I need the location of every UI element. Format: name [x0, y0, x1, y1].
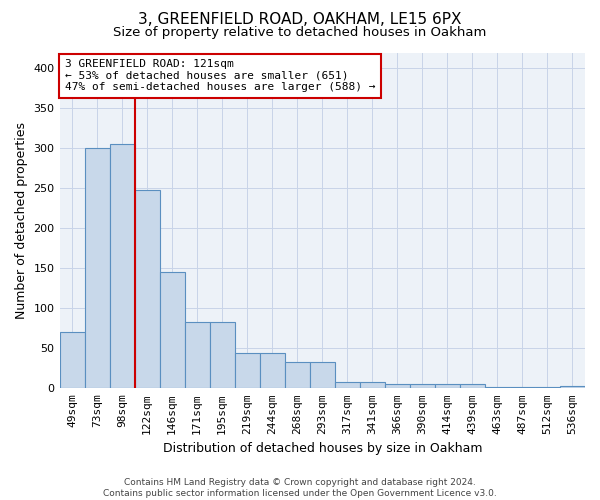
Bar	[285, 362, 310, 388]
Bar	[59, 332, 85, 388]
Bar	[360, 382, 385, 388]
Bar	[310, 362, 335, 388]
Bar	[335, 382, 360, 388]
Bar	[260, 353, 285, 388]
Bar	[510, 386, 535, 388]
Bar	[435, 384, 460, 388]
Bar	[460, 384, 485, 388]
Text: 3, GREENFIELD ROAD, OAKHAM, LE15 6PX: 3, GREENFIELD ROAD, OAKHAM, LE15 6PX	[138, 12, 462, 28]
Text: 3 GREENFIELD ROAD: 121sqm
← 53% of detached houses are smaller (651)
47% of semi: 3 GREENFIELD ROAD: 121sqm ← 53% of detac…	[65, 59, 375, 92]
Text: Size of property relative to detached houses in Oakham: Size of property relative to detached ho…	[113, 26, 487, 39]
Bar	[185, 322, 209, 388]
Bar	[385, 384, 410, 388]
Bar	[410, 384, 435, 388]
Bar	[85, 148, 110, 388]
Bar	[235, 353, 260, 388]
Bar	[535, 386, 560, 388]
X-axis label: Distribution of detached houses by size in Oakham: Distribution of detached houses by size …	[163, 442, 482, 455]
Text: Contains HM Land Registry data © Crown copyright and database right 2024.
Contai: Contains HM Land Registry data © Crown c…	[103, 478, 497, 498]
Bar	[160, 272, 185, 388]
Bar	[209, 322, 235, 388]
Y-axis label: Number of detached properties: Number of detached properties	[15, 122, 28, 319]
Bar	[485, 386, 510, 388]
Bar	[110, 144, 134, 388]
Bar	[560, 386, 585, 388]
Bar	[134, 190, 160, 388]
